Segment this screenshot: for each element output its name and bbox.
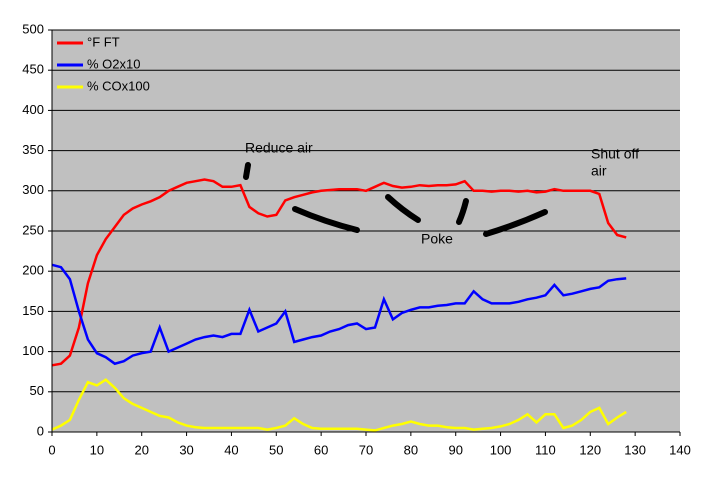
- lines: [51, 178, 627, 432]
- x-tick-label: 110: [535, 442, 556, 457]
- x-tick-label: 130: [624, 442, 646, 457]
- legend-label: % COx100: [87, 78, 150, 93]
- stroke: [292, 206, 360, 233]
- x-tick-label: 100: [490, 442, 512, 457]
- series-line: [51, 178, 627, 367]
- y-tick-label: 200: [22, 263, 44, 278]
- legend-label: % O2x10: [87, 56, 140, 71]
- y-tick-label: 300: [22, 182, 44, 197]
- x-tick-label: 60: [314, 442, 328, 457]
- annotation: Reduce air: [245, 140, 313, 156]
- stroke: [243, 162, 251, 180]
- series-line: [51, 378, 627, 432]
- y-tick-label: 450: [22, 62, 44, 77]
- stroke: [385, 194, 421, 223]
- grid: [52, 29, 680, 433]
- y-tick-label: 50: [30, 383, 44, 398]
- y-tick-label: 350: [22, 142, 44, 157]
- y-tick-label: 100: [22, 343, 44, 358]
- hand-strokes: [243, 162, 548, 237]
- x-tick-label: 10: [90, 442, 104, 457]
- stroke: [483, 209, 548, 237]
- y-tick-label: 0: [37, 423, 44, 438]
- y-tick-label: 400: [22, 102, 44, 117]
- series-line: [51, 263, 627, 366]
- x-tick-label: 0: [48, 442, 55, 457]
- x-tick-label: 50: [269, 442, 283, 457]
- x-tick-label: 90: [448, 442, 462, 457]
- x-tick-label: 120: [579, 442, 601, 457]
- x-tick-label: 20: [134, 442, 148, 457]
- x-tick-label: 70: [359, 442, 373, 457]
- annotation: Shut off: [591, 146, 639, 162]
- x-tick-label: 140: [669, 442, 691, 457]
- x-tick-label: 40: [224, 442, 238, 457]
- legend: °F FT % O2x10 % COx100: [57, 34, 150, 93]
- stroke: [456, 198, 469, 225]
- annotation: Poke: [421, 231, 453, 247]
- legend-label: °F FT: [87, 34, 120, 49]
- y-tick-label: 150: [22, 303, 44, 318]
- y-tick-label: 500: [22, 21, 44, 36]
- y-tick-label: 250: [22, 222, 44, 237]
- annotation: air: [591, 163, 607, 179]
- x-tick-label: 30: [179, 442, 193, 457]
- x-tick-label: 80: [404, 442, 418, 457]
